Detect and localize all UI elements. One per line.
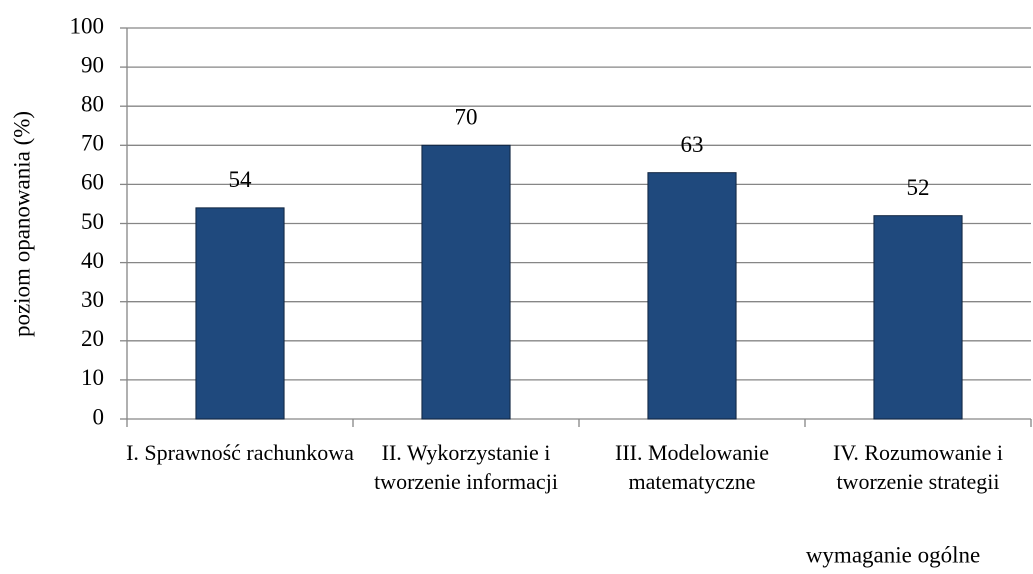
x-tick-label: III. Modelowanie matematyczne: [615, 440, 769, 494]
bar: [421, 144, 511, 420]
y-tick-label: 40: [81, 248, 104, 273]
y-axis-title: poziom opanowania (%): [9, 111, 34, 337]
y-tick-label: 10: [81, 365, 104, 390]
data-label: 52: [907, 175, 930, 200]
data-label: 63: [681, 132, 704, 157]
bar: [195, 207, 285, 420]
x-axis-title: wymaganie ogólne: [806, 542, 980, 567]
x-tick-label: IV. Rozumowanie i tworzenie strategii: [832, 440, 1004, 494]
y-tick-label: 70: [81, 131, 104, 156]
y-tick-label: 80: [81, 91, 104, 116]
x-tick-label: II. Wykorzystanie i tworzenie informacji: [374, 440, 558, 494]
y-tick-label: 0: [93, 404, 105, 429]
y-tick-label: 20: [81, 326, 104, 351]
bar: [647, 172, 737, 420]
y-tick-label: 50: [81, 209, 104, 234]
y-tick-label: 60: [81, 170, 104, 195]
y-tick-label: 90: [81, 52, 104, 77]
y-tick-label: 100: [70, 13, 105, 38]
data-label: 54: [229, 167, 253, 192]
data-label: 70: [455, 105, 478, 130]
x-tick-label: I. Sprawność rachunkowa: [126, 440, 354, 465]
y-tick-label: 30: [81, 287, 104, 312]
bar: [873, 215, 963, 420]
